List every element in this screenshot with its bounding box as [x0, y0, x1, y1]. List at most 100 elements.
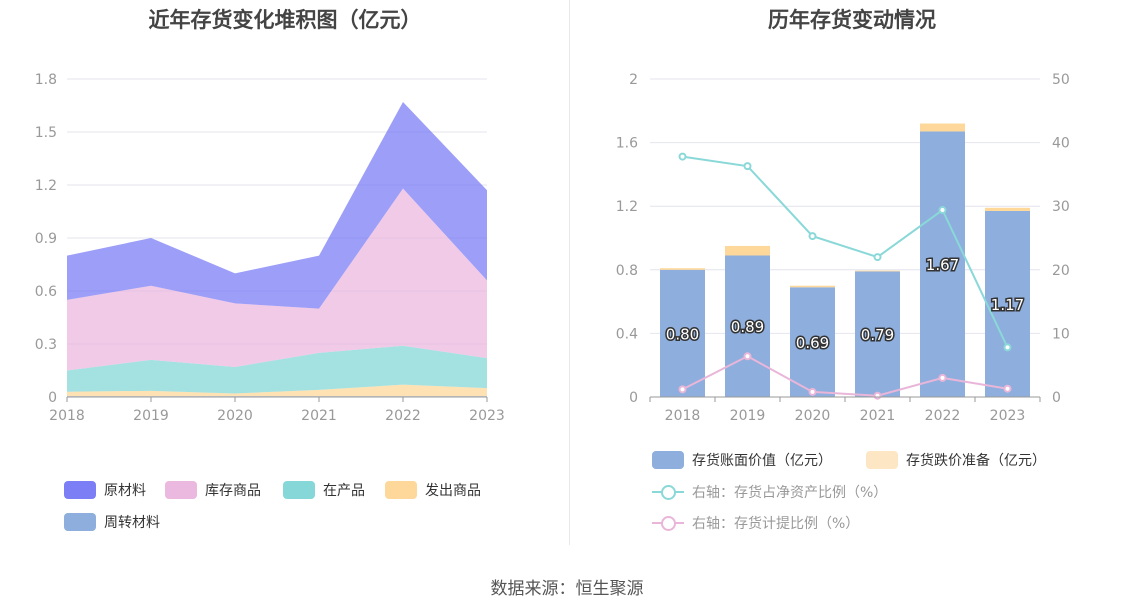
bar-book-value — [985, 210, 1030, 397]
legend-swatch — [385, 481, 417, 499]
x-tick-label: 2021 — [860, 408, 896, 424]
y-tick-label: 1.5 — [35, 125, 57, 141]
y-tick-label: 1.2 — [35, 178, 57, 194]
area-series — [67, 188, 487, 371]
legend-swatch — [64, 481, 96, 499]
bar-book-value — [790, 287, 835, 397]
legend-label: 存货账面价值（亿元） — [692, 453, 832, 469]
y-right-tick-label: 20 — [1052, 263, 1070, 279]
x-tick-label: 2019 — [730, 408, 766, 424]
legend-label: 库存商品 — [205, 483, 261, 499]
line-point — [938, 206, 947, 215]
legend-item[interactable]: 库存商品 — [165, 480, 261, 500]
line-point — [873, 253, 882, 262]
x-tick-label: 2023 — [469, 408, 505, 424]
legend-item[interactable]: 存货跌价准备（亿元） — [866, 450, 1046, 470]
y-left-tick-label: 2 — [629, 72, 638, 88]
line-point — [1003, 384, 1012, 393]
left-chart-title: 近年存货变化堆积图（亿元） — [148, 8, 422, 32]
legend-item[interactable]: 在产品 — [283, 480, 365, 500]
legend-swatch — [283, 481, 315, 499]
y-tick-label: 0.6 — [35, 284, 57, 300]
legend-swatch — [64, 513, 96, 531]
legend-item[interactable]: 存货账面价值（亿元） — [652, 450, 832, 470]
bar-impairment — [660, 268, 705, 270]
y-left-tick-label: 0.8 — [616, 263, 638, 279]
panel-divider — [569, 0, 570, 545]
legend-item[interactable]: 周转材料 — [64, 512, 160, 532]
line-point — [873, 391, 882, 400]
bar-book-value — [920, 131, 965, 397]
legend-item[interactable]: 右轴：存货占净资产比例（%） — [652, 482, 887, 502]
y-tick-label: 0.9 — [35, 231, 57, 247]
right-chart-title: 历年存货变动情况 — [768, 8, 936, 32]
line-point — [808, 232, 817, 241]
stacked-area-chart: 0 0.3 0.6 0.9 1.2 1.5 1.8 2018 2019 2020 2021 2022 2… — [35, 72, 505, 424]
y-right-tick-label: 0 — [1052, 390, 1061, 406]
legend-label: 周转材料 — [104, 515, 160, 531]
legend-swatch — [165, 481, 197, 499]
bar-data-label: 0.69 — [796, 334, 829, 352]
y-left-tick-label: 1.2 — [616, 199, 638, 215]
legend-label: 右轴：存货计提比例（%） — [692, 516, 860, 532]
line-point — [678, 152, 687, 161]
x-tick-label: 2018 — [49, 408, 85, 424]
bar-book-value — [725, 255, 770, 397]
bar-impairment — [790, 285, 835, 288]
bar-book-value — [855, 271, 900, 397]
line-point — [743, 352, 752, 361]
bar-impairment — [920, 123, 965, 132]
bar-data-label: 0.79 — [861, 326, 894, 344]
area-series — [67, 384, 487, 397]
legend-swatch — [652, 483, 684, 501]
legend-label: 发出商品 — [425, 483, 481, 499]
y-tick-label: 1.8 — [35, 72, 57, 88]
area-series — [67, 345, 487, 394]
y-left-tick-label: 0 — [629, 390, 638, 406]
legend-swatch — [652, 451, 684, 469]
bar-impairment — [725, 245, 770, 256]
legend-swatch — [866, 451, 898, 469]
y-tick-label: 0.3 — [35, 337, 57, 353]
area-series — [67, 101, 487, 309]
line-point — [808, 387, 817, 396]
y-right-tick-label: 40 — [1052, 136, 1070, 152]
bar-data-label: 0.89 — [731, 318, 764, 336]
x-tick-label: 2019 — [133, 408, 169, 424]
legend-label: 原材料 — [104, 483, 146, 499]
line-point — [938, 373, 947, 382]
line-series — [682, 355, 1008, 397]
bar-data-label: 0.80 — [666, 325, 699, 343]
line-point — [743, 162, 752, 171]
y-left-tick-label: 0.4 — [616, 326, 638, 342]
bar-impairment — [985, 207, 1030, 211]
x-tick-label: 2020 — [217, 408, 253, 424]
y-right-tick-label: 10 — [1052, 326, 1070, 342]
x-tick-label: 2022 — [925, 408, 961, 424]
bar-book-value — [660, 269, 705, 397]
x-tick-label: 2022 — [385, 408, 421, 424]
y-right-tick-label: 50 — [1052, 72, 1070, 88]
y-left-tick-label: 1.6 — [616, 136, 638, 152]
legend-item[interactable]: 原材料 — [64, 480, 146, 500]
legend-item[interactable]: 右轴：存货计提比例（%） — [652, 513, 859, 533]
line-point — [678, 385, 687, 394]
legend-swatch — [652, 514, 684, 532]
legend-item[interactable]: 发出商品 — [385, 480, 481, 500]
legend-label: 存货跌价准备（亿元） — [906, 453, 1046, 469]
legend-label: 在产品 — [323, 483, 365, 499]
bar-impairment — [855, 270, 900, 272]
y-tick-label: 0 — [48, 390, 57, 406]
x-tick-label: 2021 — [301, 408, 337, 424]
right-chart-panel: 历年存货变动情况 0 0.4 0.8 1.2 1.6 2 0 10 20 30 40 50 0.80 0.… — [570, 0, 1134, 612]
y-right-tick-label: 30 — [1052, 199, 1070, 215]
line-point — [1003, 343, 1012, 352]
bar-data-label: 1.17 — [991, 296, 1024, 314]
x-tick-label: 2020 — [795, 408, 831, 424]
bar-data-label: 1.67 — [926, 256, 959, 274]
x-tick-label: 2023 — [990, 408, 1026, 424]
legend-label: 右轴：存货占净资产比例（%） — [692, 485, 888, 501]
left-chart-panel: 近年存货变化堆积图（亿元） 0 0.3 0.6 0.9 1.2 1.5 1.8 2018 201… — [35, 8, 505, 532]
x-tick-label: 2018 — [665, 408, 701, 424]
